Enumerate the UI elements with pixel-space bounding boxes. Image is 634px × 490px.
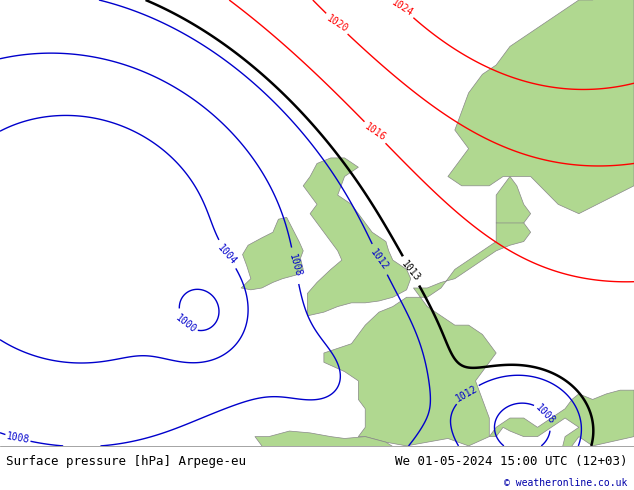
Text: 1020: 1020 [324,13,349,34]
Text: 1004: 1004 [216,242,239,267]
Text: 1024: 1024 [390,0,415,18]
Text: Surface pressure [hPa] Arpege-eu: Surface pressure [hPa] Arpege-eu [6,455,247,468]
Text: 1008: 1008 [534,402,557,426]
Text: 1012: 1012 [369,247,391,272]
Text: 1013: 1013 [399,259,422,283]
Text: 1016: 1016 [363,122,387,143]
Text: © weatheronline.co.uk: © weatheronline.co.uk [504,478,628,489]
Text: 1008: 1008 [6,431,30,445]
Text: 1008: 1008 [287,253,303,278]
Text: 1000: 1000 [174,313,198,335]
Text: 1012: 1012 [455,383,480,403]
Text: We 01-05-2024 15:00 UTC (12+03): We 01-05-2024 15:00 UTC (12+03) [395,455,628,468]
